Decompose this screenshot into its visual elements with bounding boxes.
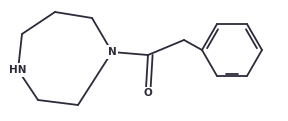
Text: N: N <box>108 47 116 57</box>
Text: O: O <box>144 88 153 98</box>
Text: HN: HN <box>9 65 27 75</box>
